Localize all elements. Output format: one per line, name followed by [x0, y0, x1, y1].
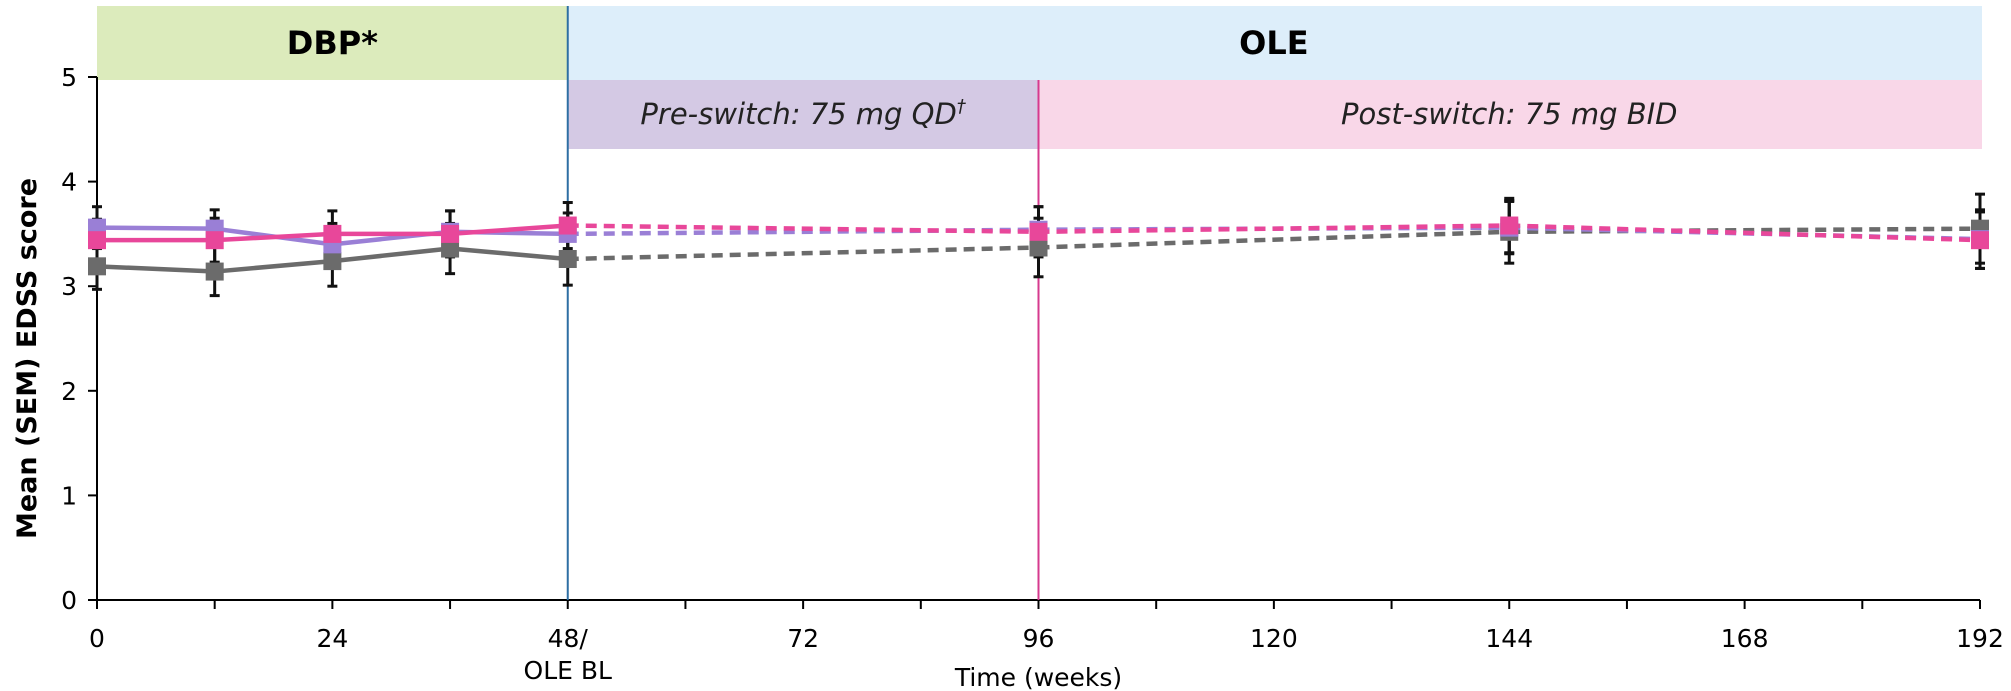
y-tick-label: 4 — [61, 168, 77, 197]
series-2-segment — [567, 223, 1039, 235]
series-0-segment — [1038, 229, 1510, 250]
phase-bands: DBP* OLE Pre-switch: 75 mg QD† Post-swit… — [97, 6, 1982, 149]
series-2 — [97, 223, 1981, 243]
ole-band-label: OLE — [1239, 24, 1308, 62]
postswitch-band — [1038, 80, 1982, 149]
y-axis-title: Mean (SEM) EDSS score — [12, 178, 43, 539]
series-2-segment — [1038, 223, 1510, 235]
x-axis-title: Time (weeks) — [954, 663, 1122, 691]
data-point — [1029, 238, 1048, 257]
y-tick-label: 1 — [61, 481, 77, 510]
x-tick-sublabel: OLE BL — [524, 656, 612, 685]
phase-dividers — [566, 6, 1040, 600]
y-tick-label: 0 — [61, 586, 77, 615]
data-point — [441, 224, 460, 243]
series-1-segment — [96, 225, 215, 231]
data-point — [1971, 231, 1989, 250]
series-2-markers — [88, 216, 1989, 250]
preswitch-band-label: Pre-switch: 75 mg QD† — [640, 96, 966, 131]
y-tick-label: 3 — [61, 272, 77, 301]
axes: 0 1 2 3 4 5 0 24 48/OLE BL 72 96 120 144 168 192 — [61, 63, 2004, 685]
data-point — [205, 262, 224, 281]
x-tick-label: 192 — [1956, 624, 2004, 653]
x-tick-label: 96 — [1023, 624, 1055, 653]
preswitch-band — [567, 80, 1039, 149]
series-2-segment — [1509, 223, 1981, 243]
dbp-band-label: DBP* — [287, 24, 378, 62]
x-tick-label: 168 — [1721, 624, 1769, 653]
data-point — [558, 216, 577, 235]
series-layer — [88, 192, 1989, 298]
dbp-band — [97, 6, 568, 80]
series-2-segment — [214, 231, 333, 243]
data-point — [88, 231, 106, 250]
series-0-segment — [214, 258, 333, 274]
series-0-segment — [96, 264, 215, 274]
series-1-segment — [567, 227, 1039, 237]
x-tick-label: 48/ — [548, 624, 589, 653]
data-point — [88, 257, 106, 276]
x-tick-label: 144 — [1485, 624, 1533, 653]
preswitch-label-text: Pre-switch: 75 mg QD — [640, 97, 956, 131]
y-tick-label: 5 — [61, 63, 77, 92]
series-0-segment — [332, 246, 451, 264]
data-point — [441, 239, 460, 258]
x-tick-label: 72 — [787, 624, 819, 653]
data-point — [205, 231, 224, 250]
data-point — [323, 224, 342, 243]
ole-band — [567, 6, 1982, 80]
series-0-segment — [567, 245, 1039, 262]
series-2-segment — [449, 223, 568, 237]
preswitch-label-sup: † — [957, 96, 967, 117]
y-tick-label: 2 — [61, 377, 77, 406]
data-point — [1500, 216, 1519, 235]
series-0-segment — [449, 246, 568, 262]
data-point — [558, 250, 577, 269]
data-point — [323, 252, 342, 271]
x-tick-label: 120 — [1250, 624, 1298, 653]
postswitch-band-label: Post-switch: 75 mg BID — [1341, 97, 1678, 131]
x-tick-label: 24 — [316, 624, 348, 653]
data-point — [1029, 222, 1048, 241]
x-tick-label: 0 — [89, 624, 105, 653]
